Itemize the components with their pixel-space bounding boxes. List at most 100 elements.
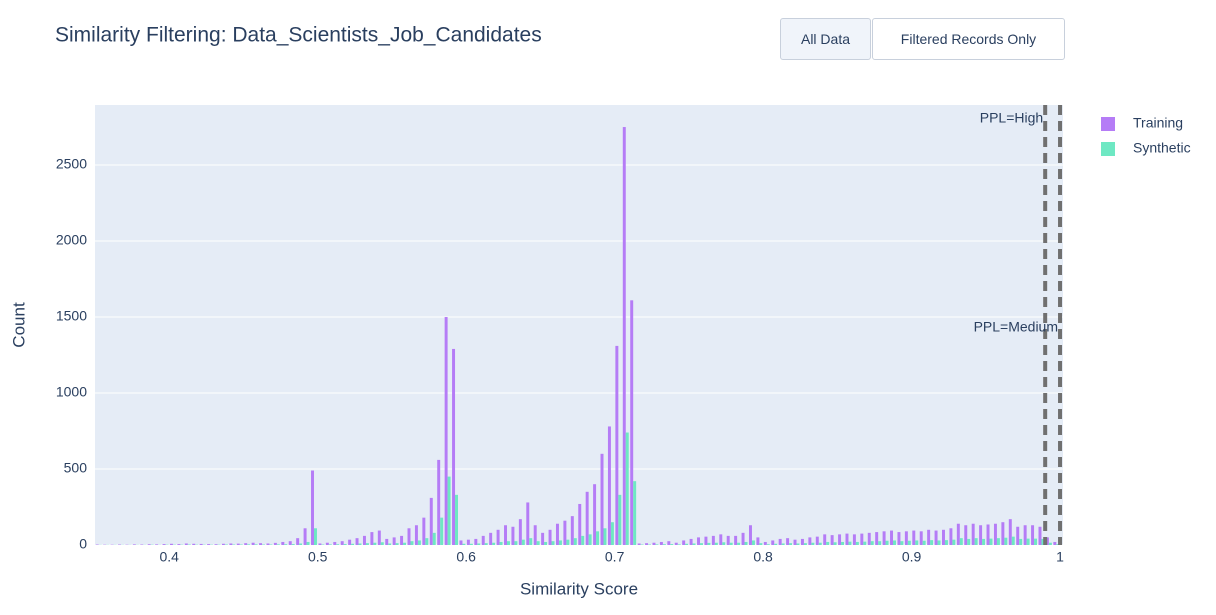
bar: [304, 528, 307, 545]
bar: [794, 540, 797, 545]
bar: [994, 524, 997, 545]
bar: [601, 454, 604, 545]
bar: [155, 544, 158, 545]
bar: [329, 544, 332, 545]
bar: [541, 533, 544, 545]
bar: [563, 521, 566, 545]
bar: [823, 534, 826, 545]
legend-swatch: [1101, 117, 1115, 131]
bar: [433, 533, 436, 545]
bar: [408, 528, 411, 545]
bar: [789, 543, 792, 545]
bar: [252, 543, 255, 545]
bar: [722, 542, 725, 545]
bar: [318, 543, 321, 545]
bar: [514, 541, 517, 545]
bar: [908, 541, 911, 545]
bar: [638, 543, 641, 545]
bar: [957, 524, 960, 545]
bar: [630, 300, 633, 545]
bar: [255, 544, 258, 545]
bar: [920, 531, 923, 545]
bar: [351, 544, 354, 545]
bar: [868, 533, 871, 545]
bar: [348, 540, 351, 545]
bar: [623, 127, 626, 545]
bar: [177, 544, 180, 545]
bar: [801, 539, 804, 545]
bar: [905, 531, 908, 545]
bar: [655, 544, 658, 545]
x-tick-label: 0.5: [308, 549, 328, 565]
bar: [393, 537, 396, 545]
bar: [418, 540, 421, 545]
bar: [990, 539, 993, 545]
bar: [927, 530, 930, 545]
bar: [366, 543, 369, 545]
bar: [964, 525, 967, 545]
bar: [838, 534, 841, 545]
bar: [192, 544, 195, 545]
bar: [912, 531, 915, 545]
bar: [1034, 539, 1037, 545]
bar: [667, 541, 670, 545]
bar: [853, 534, 856, 545]
bar: [816, 537, 819, 545]
x-tick-label: 0.7: [605, 549, 625, 565]
bar: [975, 538, 978, 545]
bar: [826, 542, 829, 545]
bar: [697, 537, 700, 545]
bar: [808, 537, 811, 545]
bar: [960, 538, 963, 545]
bar: [247, 544, 250, 545]
bar: [652, 543, 655, 545]
bar: [782, 543, 785, 545]
bar: [459, 540, 462, 545]
annotation: PPL=Medium: [974, 319, 1058, 335]
bar: [400, 536, 403, 545]
bar: [314, 528, 317, 545]
bar: [462, 544, 465, 545]
bar: [779, 539, 782, 545]
bar: [848, 542, 851, 545]
bar: [611, 522, 614, 545]
bar: [544, 542, 547, 545]
bar: [615, 346, 618, 545]
bar: [1001, 522, 1004, 545]
bar: [440, 518, 443, 545]
bar: [403, 543, 406, 545]
bar: [685, 544, 688, 545]
bar: [388, 543, 391, 545]
bar: [437, 460, 440, 545]
bar: [589, 534, 592, 545]
bar: [381, 542, 384, 545]
bar: [556, 524, 559, 545]
bar: [497, 530, 500, 545]
bar: [608, 426, 611, 545]
bar: [938, 540, 941, 545]
bar: [537, 541, 540, 545]
bar: [727, 536, 730, 545]
bar: [875, 532, 878, 545]
y-tick-label: 2000: [56, 232, 87, 248]
y-tick-label: 1500: [56, 308, 87, 324]
button[interactable]: All Data: [780, 18, 871, 60]
bar: [756, 537, 759, 545]
bar: [774, 544, 777, 545]
button[interactable]: Filtered Records Only: [872, 18, 1065, 60]
bar: [935, 531, 938, 545]
bar: [336, 544, 339, 545]
bar: [163, 544, 166, 545]
bar: [979, 525, 982, 545]
bar: [890, 531, 893, 545]
bar: [737, 543, 740, 545]
bar: [410, 541, 413, 545]
bar: [534, 525, 537, 545]
bar: [586, 492, 589, 545]
bar: [370, 532, 373, 545]
bar: [860, 534, 863, 545]
bar: [856, 542, 859, 545]
bar: [759, 543, 762, 545]
bar: [148, 544, 151, 545]
bar: [356, 538, 359, 545]
